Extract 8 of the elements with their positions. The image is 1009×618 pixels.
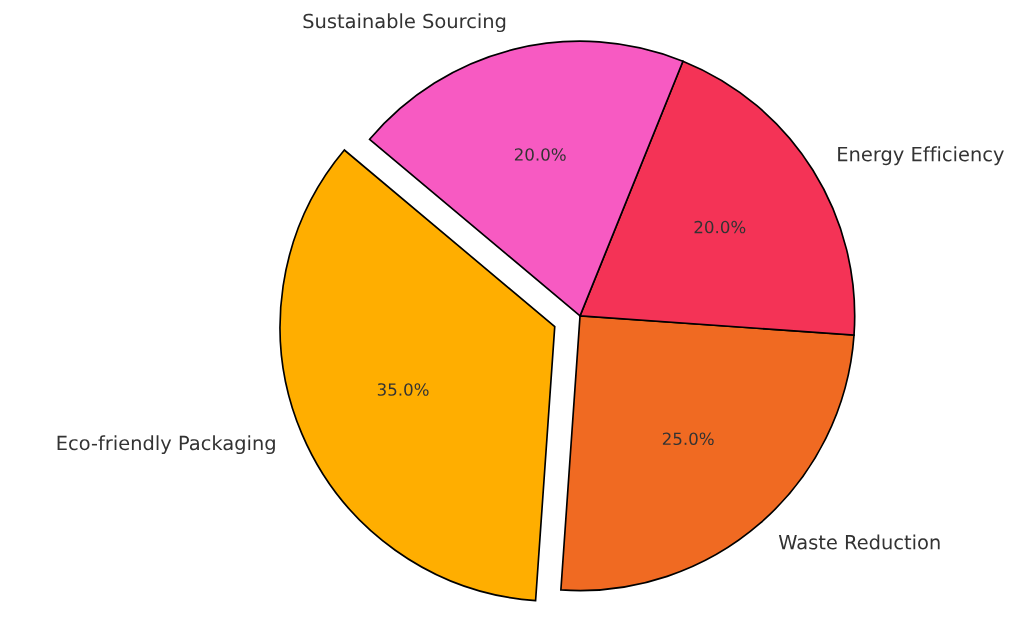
data-label: 20.0% [514,148,566,161]
slice-label: Waste Reduction [778,534,940,550]
data-label: 35.0% [377,383,429,396]
data-label: 25.0% [662,432,714,446]
data-label: 20.0% [694,220,746,234]
slice-label: Energy Efficiency [838,146,1004,166]
slice-label: Eco-friendly Packaging [57,435,275,455]
slice-label: Sustainable Sourcing [303,13,506,33]
